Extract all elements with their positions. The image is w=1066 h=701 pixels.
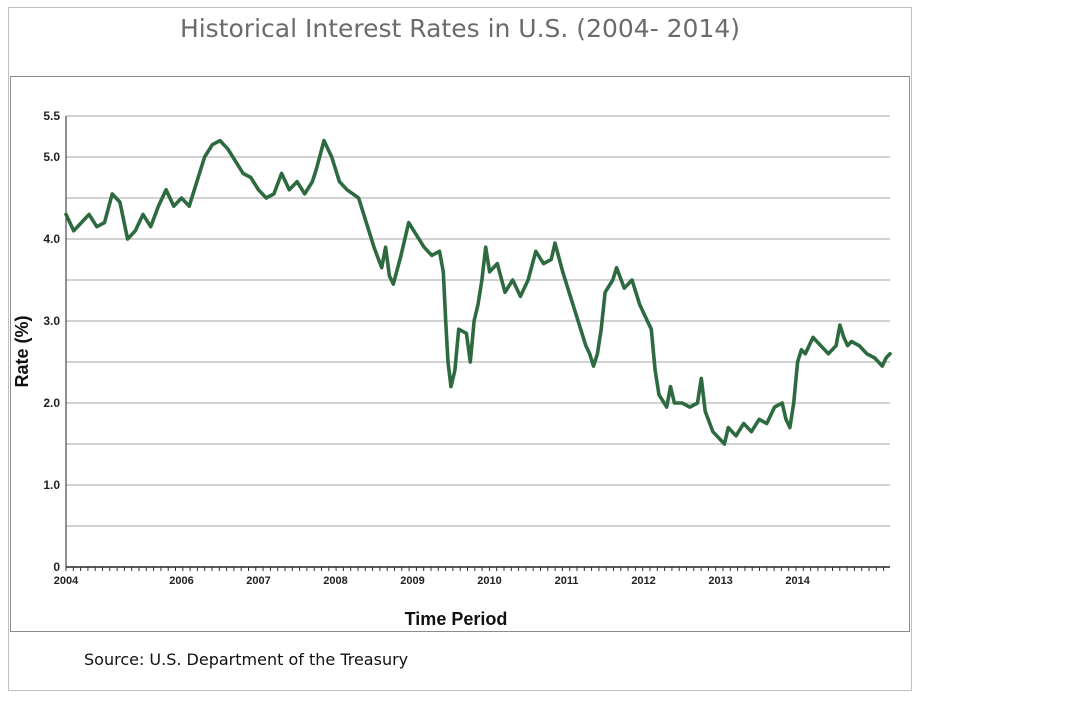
y-tick-label: 1.0 (43, 478, 60, 492)
y-tick-label: 4.0 (43, 232, 60, 246)
x-tick-label: 2014 (785, 575, 810, 587)
y-tick-label: 5.0 (43, 150, 60, 164)
y-tick-label: 0 (53, 560, 60, 574)
y-tick-label: 2.0 (43, 396, 60, 410)
x-tick-label: 2011 (555, 575, 579, 587)
x-tick-label: 2007 (246, 575, 270, 587)
source-note: Source: U.S. Department of the Treasury (84, 650, 409, 669)
x-tick-label: 2006 (169, 575, 193, 587)
rate-series-line (64, 138, 892, 446)
x-tick-label: 2010 (477, 575, 501, 587)
plot-frame (10, 76, 910, 632)
x-tick-label: 2009 (400, 575, 424, 587)
chart-container (8, 7, 912, 691)
x-tick-label: 2004 (54, 575, 79, 587)
x-axis-label: Time Period (405, 609, 508, 629)
x-tick-label: 2012 (631, 575, 655, 587)
y-axis-label: Rate (%) (12, 315, 32, 387)
chart-title: Historical Interest Rates in U.S. (2004-… (179, 14, 741, 43)
y-tick-label: 5.5 (43, 109, 60, 123)
y-tick-label: 3.0 (43, 314, 60, 328)
x-tick-label: 2008 (323, 575, 347, 587)
x-tick-label: 2013 (708, 575, 732, 587)
